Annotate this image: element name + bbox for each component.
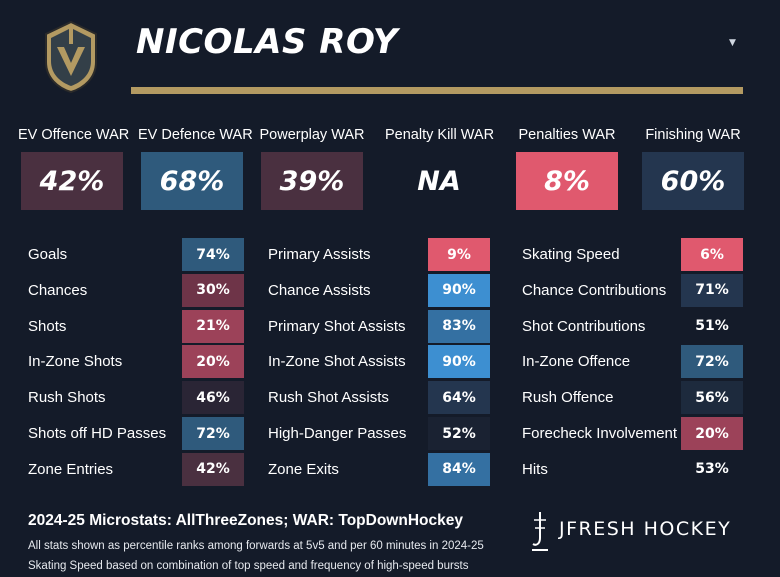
stat-value: 83%	[428, 309, 490, 343]
war-value: NA	[388, 152, 490, 210]
war-item: Powerplay WAR 39%	[258, 125, 366, 210]
stat-value: 42%	[182, 452, 244, 486]
stat-label: Forecheck Involvement	[522, 425, 678, 442]
stat-row: Shots	[28, 310, 66, 343]
stat-row: Chance Contributions	[522, 274, 666, 307]
stat-label: Chances	[28, 281, 88, 299]
stat-value: 30%	[182, 273, 244, 307]
war-value: 60%	[642, 152, 744, 210]
stat-value: 9%	[428, 238, 490, 271]
stat-label: High-Danger Passes	[268, 425, 407, 442]
stat-row: Rush Shots	[28, 381, 106, 414]
stat-row: Skating Speed	[522, 238, 620, 271]
stat-row: Chances	[28, 274, 87, 307]
war-value: 8%	[516, 152, 618, 210]
war-item: Penalty Kill WAR NA	[385, 125, 495, 210]
war-item: Penalties WAR 8%	[513, 125, 621, 210]
brand-name: JFRESH HOCKEY	[559, 518, 732, 540]
jfresh-skate-icon	[532, 512, 548, 551]
stat-row: In-Zone Offence	[522, 345, 630, 378]
war-label: Penalty Kill WAR	[385, 127, 495, 143]
stat-value: 64%	[428, 381, 490, 415]
stat-label: In-Zone Shots	[28, 353, 123, 371]
stat-label: Shot Contributions	[522, 317, 646, 335]
stat-label: Chance Assists	[268, 281, 371, 299]
stat-value: 74%	[182, 238, 244, 271]
gold-divider	[131, 87, 743, 94]
stat-row: Forecheck Involvement	[522, 417, 677, 450]
war-item: EV Defence WAR 68%	[138, 125, 253, 210]
stat-row: Shots off HD Passes	[28, 417, 166, 450]
war-value: 39%	[261, 152, 363, 210]
stat-row: Zone Entries	[28, 453, 113, 486]
stat-value: 21%	[182, 309, 244, 343]
stat-value: 53%	[681, 452, 743, 486]
stat-label: Goals	[28, 246, 68, 263]
stat-value: 90%	[428, 345, 490, 379]
stat-label: Shots off HD Passes	[28, 425, 167, 442]
team-logo	[45, 20, 97, 94]
stat-value: 72%	[182, 417, 244, 450]
stat-value: 20%	[681, 417, 743, 450]
stat-row: High-Danger Passes	[268, 417, 406, 450]
war-source: TopDownHockey	[338, 512, 463, 529]
stat-value: 6%	[681, 238, 743, 271]
stat-label: Chance Contributions	[522, 281, 667, 299]
stat-value: 90%	[428, 273, 490, 307]
war-value: 68%	[141, 152, 243, 210]
stat-row: In-Zone Shot Assists	[268, 345, 406, 378]
stat-row: Hits	[522, 453, 548, 486]
stat-value: 71%	[681, 273, 743, 307]
stat-value: 72%	[681, 345, 743, 379]
stat-row: Chance Assists	[268, 274, 371, 307]
footnote-percentiles: All stats shown as percentile ranks amon…	[28, 540, 484, 552]
stat-row: Primary Assists	[268, 238, 371, 271]
stat-row: Primary Shot Assists	[268, 310, 406, 343]
stat-row: Rush Offence	[522, 381, 613, 414]
war-label: EV Defence WAR	[138, 127, 253, 143]
war-value: 42%	[21, 152, 123, 210]
war-label: Penalties WAR	[518, 127, 616, 143]
stat-row: Zone Exits	[268, 453, 339, 486]
stat-label: Hits	[522, 460, 548, 478]
footnote-skating: Skating Speed based on combination of to…	[28, 560, 469, 572]
war-item: Finishing WAR 60%	[639, 125, 747, 210]
stat-row: In-Zone Shots	[28, 345, 122, 378]
chevron-down-icon[interactable]: ▼	[729, 38, 736, 48]
war-label: EV Offence WAR	[18, 127, 130, 143]
stat-label: In-Zone Offence	[522, 353, 631, 371]
stat-label: In-Zone Shot Assists	[268, 353, 406, 371]
stat-label: Shots	[28, 317, 67, 335]
stat-value: 52%	[428, 417, 490, 450]
data-source-credit: 2024-25 Microstats: AllThreeZones; WAR: …	[28, 512, 463, 529]
stat-value: 20%	[182, 345, 244, 379]
stat-label: Rush Shot Assists	[268, 389, 389, 407]
stat-label: Skating Speed	[522, 246, 620, 263]
stat-label: Primary Assists	[268, 246, 371, 263]
stat-value: 56%	[681, 381, 743, 415]
stat-value: 46%	[182, 381, 244, 415]
stat-value: 84%	[428, 452, 490, 486]
stat-label: Rush Shots	[28, 389, 106, 407]
stat-label: Zone Exits	[268, 460, 339, 478]
stat-label: Zone Entries	[28, 460, 114, 478]
player-name: NICOLAS ROY	[136, 22, 398, 62]
war-item: EV Offence WAR 42%	[18, 125, 130, 210]
stat-row: Goals	[28, 238, 67, 271]
microstats-source: AllThreeZones	[175, 512, 284, 529]
stat-row: Rush Shot Assists	[268, 381, 389, 414]
stat-label: Rush Offence	[522, 389, 614, 407]
stat-row: Shot Contributions	[522, 310, 645, 343]
war-label: Powerplay WAR	[259, 127, 365, 143]
war-label: Finishing WAR	[645, 127, 741, 143]
stat-label: Primary Shot Assists	[268, 317, 406, 335]
stat-value: 51%	[681, 309, 743, 343]
